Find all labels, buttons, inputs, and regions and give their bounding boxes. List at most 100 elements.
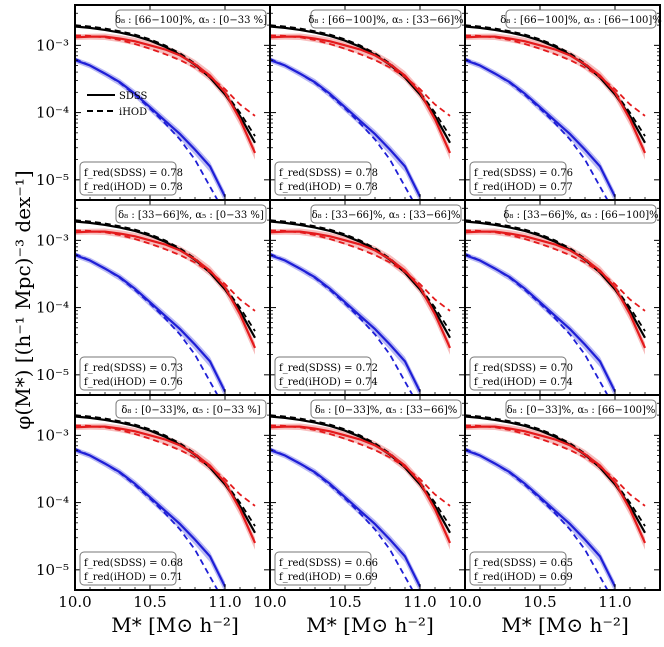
red-ihod-line bbox=[465, 34, 646, 117]
panel-label: δ₈ : [33−66]%, α₅ : [33−66]% bbox=[312, 210, 461, 221]
panel-label-box bbox=[310, 204, 462, 224]
y-tick-label: 10⁻⁵ bbox=[36, 366, 69, 384]
all-ihod-line bbox=[75, 219, 256, 332]
panel-plot-area bbox=[75, 414, 257, 590]
frac-red-sdss: f_red(SDSS) = 0.66 bbox=[279, 558, 378, 569]
panel-label-box bbox=[310, 9, 462, 29]
panel-plot-area bbox=[465, 414, 647, 590]
frac-red-box bbox=[79, 161, 177, 196]
red-ihod-line bbox=[75, 424, 256, 507]
frac-red-ihod: f_red(iHOD) = 0.77 bbox=[474, 182, 573, 193]
x-axis-label-col3: M* [M⊙ h⁻²] bbox=[501, 613, 629, 637]
blue-ihod-line bbox=[75, 252, 219, 395]
panel-4: 10⁻³ 10⁻⁴ 10⁻⁵ δ₈ : [33−66]%, α₅ : [0−33 %]… bbox=[36, 199, 271, 396]
blue-ihod-line bbox=[465, 252, 609, 395]
red-ihod-line bbox=[270, 229, 451, 312]
all-ihod-line bbox=[75, 24, 256, 137]
frac-red-ihod: f_red(iHOD) = 0.69 bbox=[279, 572, 378, 583]
blue-ihod-line bbox=[270, 57, 414, 200]
all-ihod-line bbox=[465, 414, 646, 527]
panel-label-box bbox=[505, 9, 657, 29]
panel-label-box bbox=[115, 399, 267, 419]
x-axis-label-col2: M* [M⊙ h⁻²] bbox=[306, 613, 434, 637]
frac-red-sdss: f_red(SDSS) = 0.72 bbox=[279, 363, 378, 374]
blue-sdss-line bbox=[75, 59, 226, 198]
frac-red-ihod: f_red(iHOD) = 0.69 bbox=[474, 572, 573, 583]
legend-sdss-label: SDSS bbox=[119, 91, 148, 102]
frac-red-sdss: f_red(SDSS) = 0.76 bbox=[474, 168, 573, 179]
panel-plot-area bbox=[75, 219, 257, 395]
y-tick-label: 10⁻³ bbox=[36, 426, 69, 444]
y-tick-label: 10⁻⁵ bbox=[36, 561, 69, 579]
blue-ihod-line bbox=[75, 57, 219, 200]
blue-sdss-line bbox=[465, 449, 616, 588]
frac-red-ihod: f_red(iHOD) = 0.78 bbox=[279, 182, 378, 193]
all-ihod-line bbox=[270, 24, 451, 137]
panel-plot-area bbox=[270, 414, 452, 590]
panel-label-box bbox=[310, 399, 462, 419]
panel-label: δ₈ : [0−33]%, α₅ : [33−66]% bbox=[315, 405, 458, 416]
x-axis-label-col1: M* [M⊙ h⁻²] bbox=[111, 613, 239, 637]
frac-red-sdss: f_red(SDSS) = 0.70 bbox=[474, 363, 573, 374]
blue-sdss-line bbox=[75, 449, 226, 588]
blue-sdss-line bbox=[75, 254, 226, 393]
panel-3: δ₈ : [66−100]%, α₅ : [66−100]% f_red(SDSS… bbox=[464, 4, 662, 201]
red-ihod-line bbox=[75, 34, 256, 117]
blue-ihod-line bbox=[465, 57, 609, 200]
frac-red-sdss: f_red(SDSS) = 0.78 bbox=[84, 168, 183, 179]
x-tick-label: 10.0 bbox=[253, 593, 286, 611]
panel-6: δ₈ : [33−66]%, α₅ : [66−100]% f_red(SDSS)… bbox=[464, 199, 661, 396]
red-ihod-line bbox=[75, 229, 256, 312]
panel-5: δ₈ : [33−66]%, α₅ : [33−66]% f_red(SDSS) … bbox=[269, 199, 466, 396]
panel-plot-area bbox=[465, 219, 647, 395]
x-tick-label: 11.0 bbox=[403, 593, 436, 611]
all-ihod-line bbox=[465, 219, 646, 332]
blue-ihod-line bbox=[75, 447, 219, 590]
panel-label: δ₈ : [33−66]%, α₅ : [66−100]% bbox=[503, 210, 658, 221]
blue-sdss-line bbox=[270, 59, 421, 198]
frac-red-ihod: f_red(iHOD) = 0.78 bbox=[84, 182, 183, 193]
y-tick-label: 10⁻³ bbox=[36, 231, 69, 249]
x-tick-label: 10.0 bbox=[448, 593, 481, 611]
blue-ihod-line bbox=[270, 447, 414, 590]
frac-red-ihod: f_red(iHOD) = 0.71 bbox=[84, 572, 183, 583]
blue-ihod-line bbox=[270, 252, 414, 395]
red-ihod-line bbox=[270, 424, 451, 507]
panel-label-box bbox=[505, 204, 657, 224]
y-axis-label: φ(M*) [(h⁻¹ Mpc)⁻³ dex⁻¹] bbox=[11, 170, 35, 429]
panel-label: δ₈ : [66−100]%, α₅ : [66−100]% bbox=[500, 15, 662, 26]
frac-red-box bbox=[469, 161, 567, 196]
panel-label-box bbox=[115, 9, 267, 29]
red-ihod-line bbox=[270, 34, 451, 117]
y-tick-label: 10⁻³ bbox=[36, 36, 69, 54]
panel-8: 10.0 10.5 11.0 δ₈ : [0−33]%, α₅ : [33−66]% f… bbox=[253, 394, 466, 611]
x-tick-label: 10.5 bbox=[133, 593, 166, 611]
x-tick-label: 10.5 bbox=[523, 593, 556, 611]
all-ihod-line bbox=[465, 24, 646, 137]
blue-sdss-line bbox=[465, 59, 616, 198]
frac-red-sdss: f_red(SDSS) = 0.68 bbox=[84, 558, 183, 569]
panel-label-box bbox=[505, 399, 657, 419]
frac-red-sdss: f_red(SDSS) = 0.78 bbox=[279, 168, 378, 179]
y-tick-label: 10⁻⁴ bbox=[36, 494, 69, 512]
x-tick-label: 11.0 bbox=[598, 593, 631, 611]
red-ihod-line bbox=[465, 229, 646, 312]
blue-sdss-line bbox=[465, 254, 616, 393]
frac-red-box bbox=[274, 356, 372, 391]
x-tick-label: 11.0 bbox=[208, 593, 241, 611]
frac-red-box bbox=[274, 551, 372, 586]
panels-grid: 10⁻³ 10⁻⁴ 10⁻⁵ δ₈ : [66−100]%, α₅ : [0−33 %… bbox=[36, 4, 662, 611]
frac-red-box bbox=[274, 161, 372, 196]
panel-plot-area bbox=[270, 24, 452, 200]
y-tick-label: 10⁻⁴ bbox=[36, 299, 69, 317]
frac-red-sdss: f_red(SDSS) = 0.65 bbox=[474, 558, 573, 569]
legend-ihod-label: iHOD bbox=[119, 107, 147, 118]
all-ihod-line bbox=[75, 414, 256, 527]
frac-red-ihod: f_red(iHOD) = 0.74 bbox=[279, 377, 378, 388]
x-tick-label: 10.0 bbox=[58, 593, 91, 611]
panel-label: δ₈ : [0−33]%, α₅ : [0−33 %] bbox=[121, 405, 260, 416]
panel-label-box bbox=[115, 204, 267, 224]
frac-red-box bbox=[79, 356, 177, 391]
all-ihod-line bbox=[270, 219, 451, 332]
